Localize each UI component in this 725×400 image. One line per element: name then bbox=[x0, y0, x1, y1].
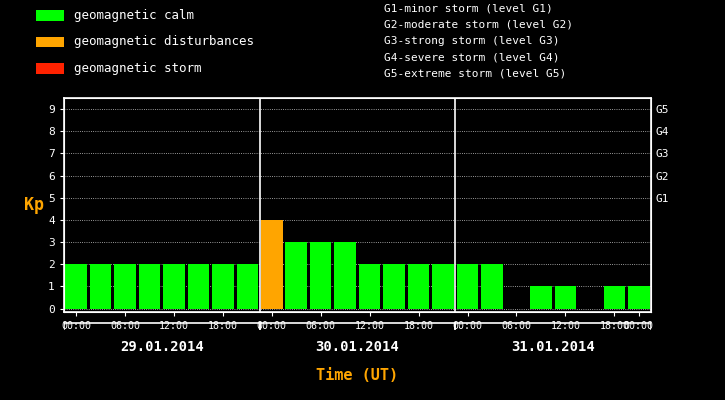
Text: G4-severe storm (level G4): G4-severe storm (level G4) bbox=[384, 52, 560, 62]
Text: 29.01.2014: 29.01.2014 bbox=[120, 340, 204, 354]
Text: geomagnetic calm: geomagnetic calm bbox=[74, 9, 194, 22]
Bar bbox=[457, 264, 478, 309]
Bar bbox=[36, 64, 64, 74]
Bar bbox=[188, 264, 209, 309]
Text: 30.01.2014: 30.01.2014 bbox=[315, 340, 399, 354]
Text: geomagnetic disturbances: geomagnetic disturbances bbox=[74, 36, 254, 48]
Bar bbox=[310, 242, 331, 309]
Bar bbox=[65, 264, 87, 309]
Text: G5-extreme storm (level G5): G5-extreme storm (level G5) bbox=[384, 69, 566, 79]
Bar bbox=[384, 264, 405, 309]
Text: G2-moderate storm (level G2): G2-moderate storm (level G2) bbox=[384, 20, 573, 30]
Bar bbox=[163, 264, 185, 309]
Bar bbox=[481, 264, 502, 309]
Bar bbox=[115, 264, 136, 309]
Bar bbox=[138, 264, 160, 309]
Bar bbox=[555, 286, 576, 309]
Bar bbox=[334, 242, 356, 309]
Y-axis label: Kp: Kp bbox=[24, 196, 44, 214]
Bar bbox=[90, 264, 111, 309]
Bar bbox=[359, 264, 381, 309]
Bar bbox=[408, 264, 429, 309]
Text: 31.01.2014: 31.01.2014 bbox=[511, 340, 595, 354]
Bar bbox=[432, 264, 454, 309]
Bar bbox=[604, 286, 625, 309]
Bar bbox=[212, 264, 233, 309]
Text: Time (UT): Time (UT) bbox=[316, 368, 399, 384]
Text: G3-strong storm (level G3): G3-strong storm (level G3) bbox=[384, 36, 560, 46]
Bar bbox=[530, 286, 552, 309]
Bar bbox=[261, 220, 283, 309]
Bar bbox=[36, 10, 64, 20]
Text: geomagnetic storm: geomagnetic storm bbox=[74, 62, 202, 75]
Text: G1-minor storm (level G1): G1-minor storm (level G1) bbox=[384, 3, 553, 13]
Bar bbox=[36, 36, 64, 48]
Bar bbox=[628, 286, 650, 309]
Bar bbox=[286, 242, 307, 309]
Bar bbox=[236, 264, 258, 309]
